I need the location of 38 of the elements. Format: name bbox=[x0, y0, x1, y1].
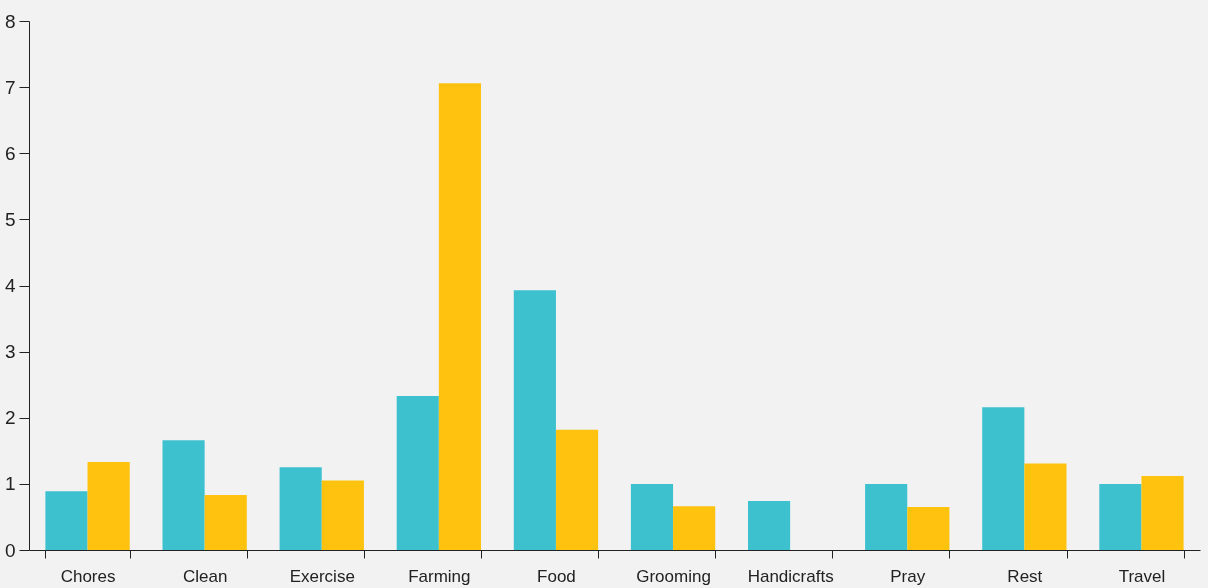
bar bbox=[45, 491, 88, 550]
x-tick-label: Handicrafts bbox=[747, 566, 834, 586]
bar bbox=[438, 83, 482, 550]
y-tick-label: 3 bbox=[4, 341, 16, 363]
bar bbox=[321, 480, 364, 550]
x-tick-label: Grooming bbox=[636, 566, 711, 586]
x-tick-label: Chores bbox=[60, 566, 116, 586]
bar bbox=[673, 506, 716, 550]
x-tick-label: Farming bbox=[408, 566, 471, 586]
x-tick-label: Travel bbox=[1118, 566, 1166, 586]
x-tick-label: Rest bbox=[1007, 566, 1043, 586]
bar bbox=[1099, 483, 1142, 550]
bar bbox=[907, 507, 950, 550]
bar bbox=[513, 290, 556, 550]
bar bbox=[1141, 475, 1184, 550]
y-tick-label: 4 bbox=[4, 275, 16, 296]
x-tick-label: Clean bbox=[182, 566, 228, 586]
x-tick-label: Exercise bbox=[289, 566, 355, 586]
bar bbox=[555, 429, 599, 550]
bar bbox=[279, 467, 322, 550]
bar bbox=[865, 483, 908, 550]
x-tick-label: Food bbox=[537, 566, 576, 586]
bar bbox=[1024, 463, 1067, 550]
bar bbox=[747, 501, 791, 550]
y-tick-label: 8 bbox=[4, 10, 16, 32]
y-tick-label: 2 bbox=[4, 407, 16, 429]
bar bbox=[204, 495, 247, 550]
bar bbox=[396, 395, 439, 550]
y-tick-label: 7 bbox=[4, 76, 16, 98]
bar bbox=[982, 407, 1025, 550]
y-tick-label: 6 bbox=[4, 142, 16, 164]
y-tick-label: 5 bbox=[4, 208, 16, 230]
bar bbox=[630, 483, 674, 550]
x-tick-label: Pray bbox=[890, 566, 926, 586]
y-tick-label: 1 bbox=[4, 473, 16, 495]
bar bbox=[162, 440, 205, 550]
y-tick-label: 0 bbox=[4, 539, 16, 561]
bar bbox=[87, 462, 130, 550]
